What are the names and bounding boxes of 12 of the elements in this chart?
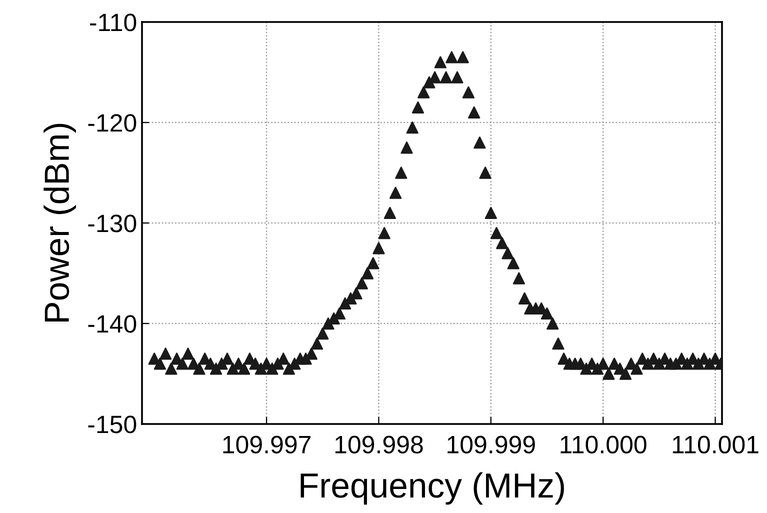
x-tick-label: 109.997 — [223, 436, 310, 454]
x-axis-title: Frequency (MHz) — [300, 472, 564, 505]
y-axis-title: Power (dBm) — [44, 124, 76, 322]
x-tick-label: 109.999 — [448, 436, 535, 454]
x-tick-label: 110.000 — [560, 436, 646, 454]
y-tick-label: -130 — [88, 214, 136, 232]
x-tick-label: 110.001 — [672, 436, 758, 454]
y-tick-label: -140 — [88, 315, 136, 333]
y-tick-label: -150 — [88, 416, 136, 434]
x-tick-label: 109.998 — [335, 436, 423, 454]
y-tick-label: -110 — [90, 14, 136, 32]
y-tick-label: -120 — [88, 114, 136, 132]
